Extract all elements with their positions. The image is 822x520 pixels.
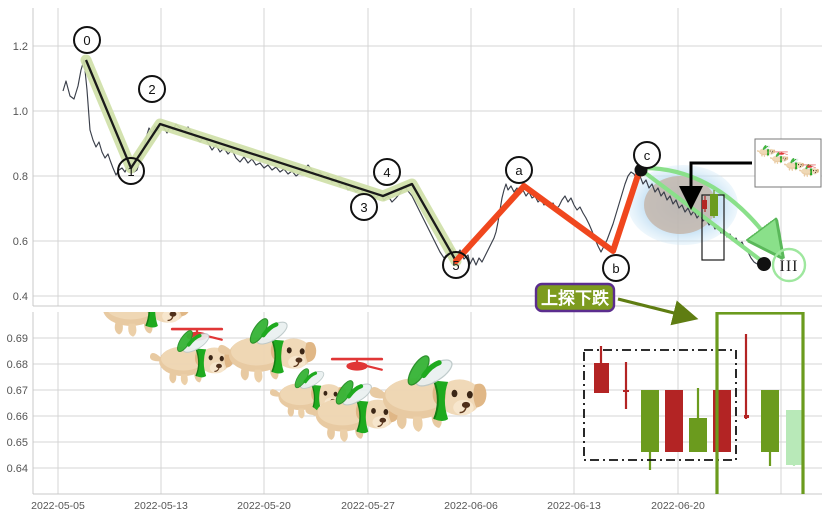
callout-badge[interactable]: 上探下跌 xyxy=(534,282,616,313)
wave-marker-2-label: 2 xyxy=(148,82,155,97)
x-tick-0: 2022-05-05 xyxy=(31,500,85,512)
candle-1[interactable] xyxy=(594,346,609,393)
wave-marker-c[interactable]: c xyxy=(633,141,661,169)
x-axis-labels: 2022-05-05 2022-05-13 2022-05-20 2022-05… xyxy=(31,500,705,512)
wave-marker-4-label: 4 xyxy=(383,165,390,180)
impulse-wave-line[interactable] xyxy=(84,59,457,262)
wave-marker-b[interactable]: b xyxy=(602,254,630,282)
green-selection-rectangle[interactable] xyxy=(715,312,805,499)
candle-3[interactable] xyxy=(641,390,659,470)
candle-8[interactable] xyxy=(761,390,779,466)
y-tick-top-1: 1.0 xyxy=(13,106,28,118)
y-tick-top-3: 0.6 xyxy=(13,236,28,248)
wave-marker-1[interactable]: 1 xyxy=(117,157,145,185)
correction-wave-abc-line[interactable] xyxy=(453,166,643,264)
candle-9[interactable] xyxy=(786,410,803,466)
x-tick-4: 2022-06-06 xyxy=(444,500,498,512)
wave-marker-2[interactable]: 2 xyxy=(138,75,166,103)
y-tick-bot-2: 0.67 xyxy=(7,385,28,397)
x-tick-2: 2022-05-20 xyxy=(237,500,291,512)
candle-2[interactable] xyxy=(623,362,629,409)
wave-marker-a-label: a xyxy=(515,163,523,178)
wave-marker-3[interactable]: 3 xyxy=(350,193,378,221)
wave-iii-marker-circle[interactable] xyxy=(771,247,807,283)
wave-marker-5-label: 5 xyxy=(452,258,459,273)
top-plot-background xyxy=(33,8,822,306)
top-y-tick-labels: 1.2 1.0 0.8 0.6 0.4 xyxy=(13,41,28,303)
bottom-y-tick-labels: 0.69 0.68 0.67 0.66 0.65 0.64 xyxy=(7,333,28,475)
y-tick-top-2: 0.8 xyxy=(13,171,28,183)
x-tick-1: 2022-05-13 xyxy=(134,500,188,512)
wave-iii-label: III xyxy=(780,258,799,275)
y-tick-bot-4: 0.65 xyxy=(7,437,28,449)
wave-marker-c-label: c xyxy=(644,148,651,163)
y-tick-bot-1: 0.68 xyxy=(7,359,28,371)
callout-text: 上探下跌 xyxy=(541,288,610,309)
wave-marker-5[interactable]: 5 xyxy=(442,251,470,279)
y-tick-bot-3: 0.66 xyxy=(7,411,28,423)
y-tick-bot-0: 0.69 xyxy=(7,333,28,345)
forecast-arrow-upper xyxy=(641,165,771,242)
bottom-chart-panel: 0.69 0.68 0.67 0.66 0.65 0.64 xyxy=(7,282,822,499)
dash-dot-selection-box[interactable] xyxy=(583,349,737,461)
wave-marker-4[interactable]: 4 xyxy=(373,158,401,186)
y-tick-top-0: 1.2 xyxy=(13,41,28,53)
wave-marker-1-label: 1 xyxy=(127,164,134,179)
y-tick-bot-5: 0.64 xyxy=(7,463,28,475)
candle-7[interactable] xyxy=(744,334,749,419)
wave-marker-0[interactable]: 0 xyxy=(73,26,101,54)
y-tick-top-4: 0.4 xyxy=(13,291,28,303)
top-chart-panel: 1.2 1.0 0.8 0.6 0.4 xyxy=(13,8,822,307)
wave-markers: 0 1 2 3 4 xyxy=(73,26,661,282)
inset-thumbnail-box[interactable] xyxy=(754,138,822,188)
wave-marker-3-label: 3 xyxy=(360,200,367,215)
inset-pointer-arrow xyxy=(679,161,752,210)
candlestick-series xyxy=(594,334,803,470)
x-tick-5: 2022-06-13 xyxy=(547,500,601,512)
wave-marker-b-label: b xyxy=(612,261,619,276)
mini-candles xyxy=(702,190,718,218)
candle-4[interactable] xyxy=(665,390,683,452)
wave-marker-0-label: 0 xyxy=(83,33,90,48)
x-tick-3: 2022-05-27 xyxy=(341,500,395,512)
wave-marker-a[interactable]: a xyxy=(505,156,533,184)
x-tick-6: 2022-06-20 xyxy=(651,500,705,512)
candle-5[interactable] xyxy=(689,388,707,452)
callout-arrow xyxy=(617,297,699,326)
forecast-target-dot xyxy=(757,257,771,271)
